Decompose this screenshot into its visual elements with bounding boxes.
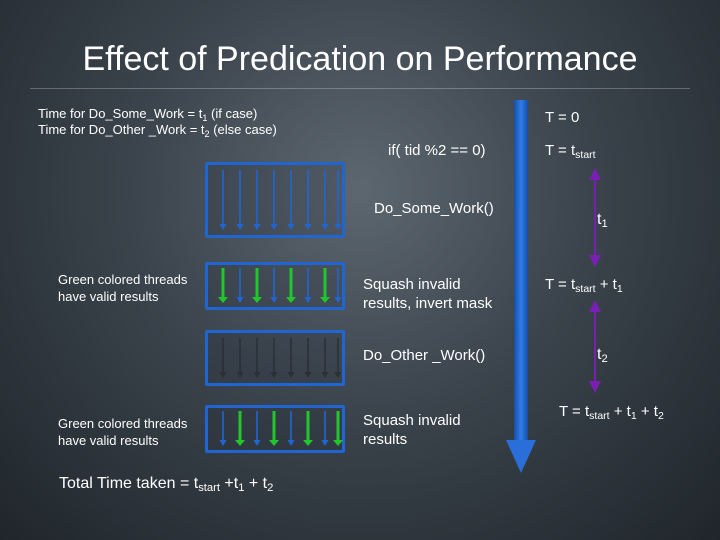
do-some-work-label: Do_Some_Work() — [374, 200, 494, 217]
squash-1-label: Squash invalid results, invert mask — [363, 276, 493, 312]
if-statement: if( tid %2 == 0) — [388, 142, 486, 159]
intro-line-1: Time for Do_Some_Work = t1 (if case) — [38, 106, 258, 123]
do-other-work-label: Do_Other _Work() — [363, 347, 486, 364]
time-start: T = tstart — [545, 142, 596, 161]
thread-box-other-work — [205, 330, 345, 386]
thread-box-all-active — [205, 162, 345, 238]
thread-box-squash-1 — [205, 262, 345, 310]
title-divider — [30, 88, 690, 89]
time-zero: T = 0 — [545, 109, 580, 126]
green-threads-note-2: Green colored threads have valid results — [58, 416, 188, 448]
slide-title: Effect of Predication on Performance — [82, 40, 638, 78]
timeline-arrowhead — [506, 440, 536, 473]
duration-t2-label: t2 — [597, 346, 608, 365]
intro-line-2: Time for Do_Other _Work = t2 (else case) — [38, 122, 277, 139]
total-time: Total Time taken = tstart +t1 + t2 — [59, 475, 274, 494]
time-after-t2: T = tstart + t1 + t2 — [559, 403, 664, 422]
duration-t1-label: t1 — [597, 211, 608, 230]
squash-2-label: Squash invalid results — [363, 412, 461, 448]
timeline-bar — [514, 100, 528, 445]
green-threads-note-1: Green colored threads have valid results — [58, 272, 188, 304]
time-after-t1: T = tstart + t1 — [545, 276, 623, 295]
thread-box-squash-2 — [205, 405, 345, 453]
